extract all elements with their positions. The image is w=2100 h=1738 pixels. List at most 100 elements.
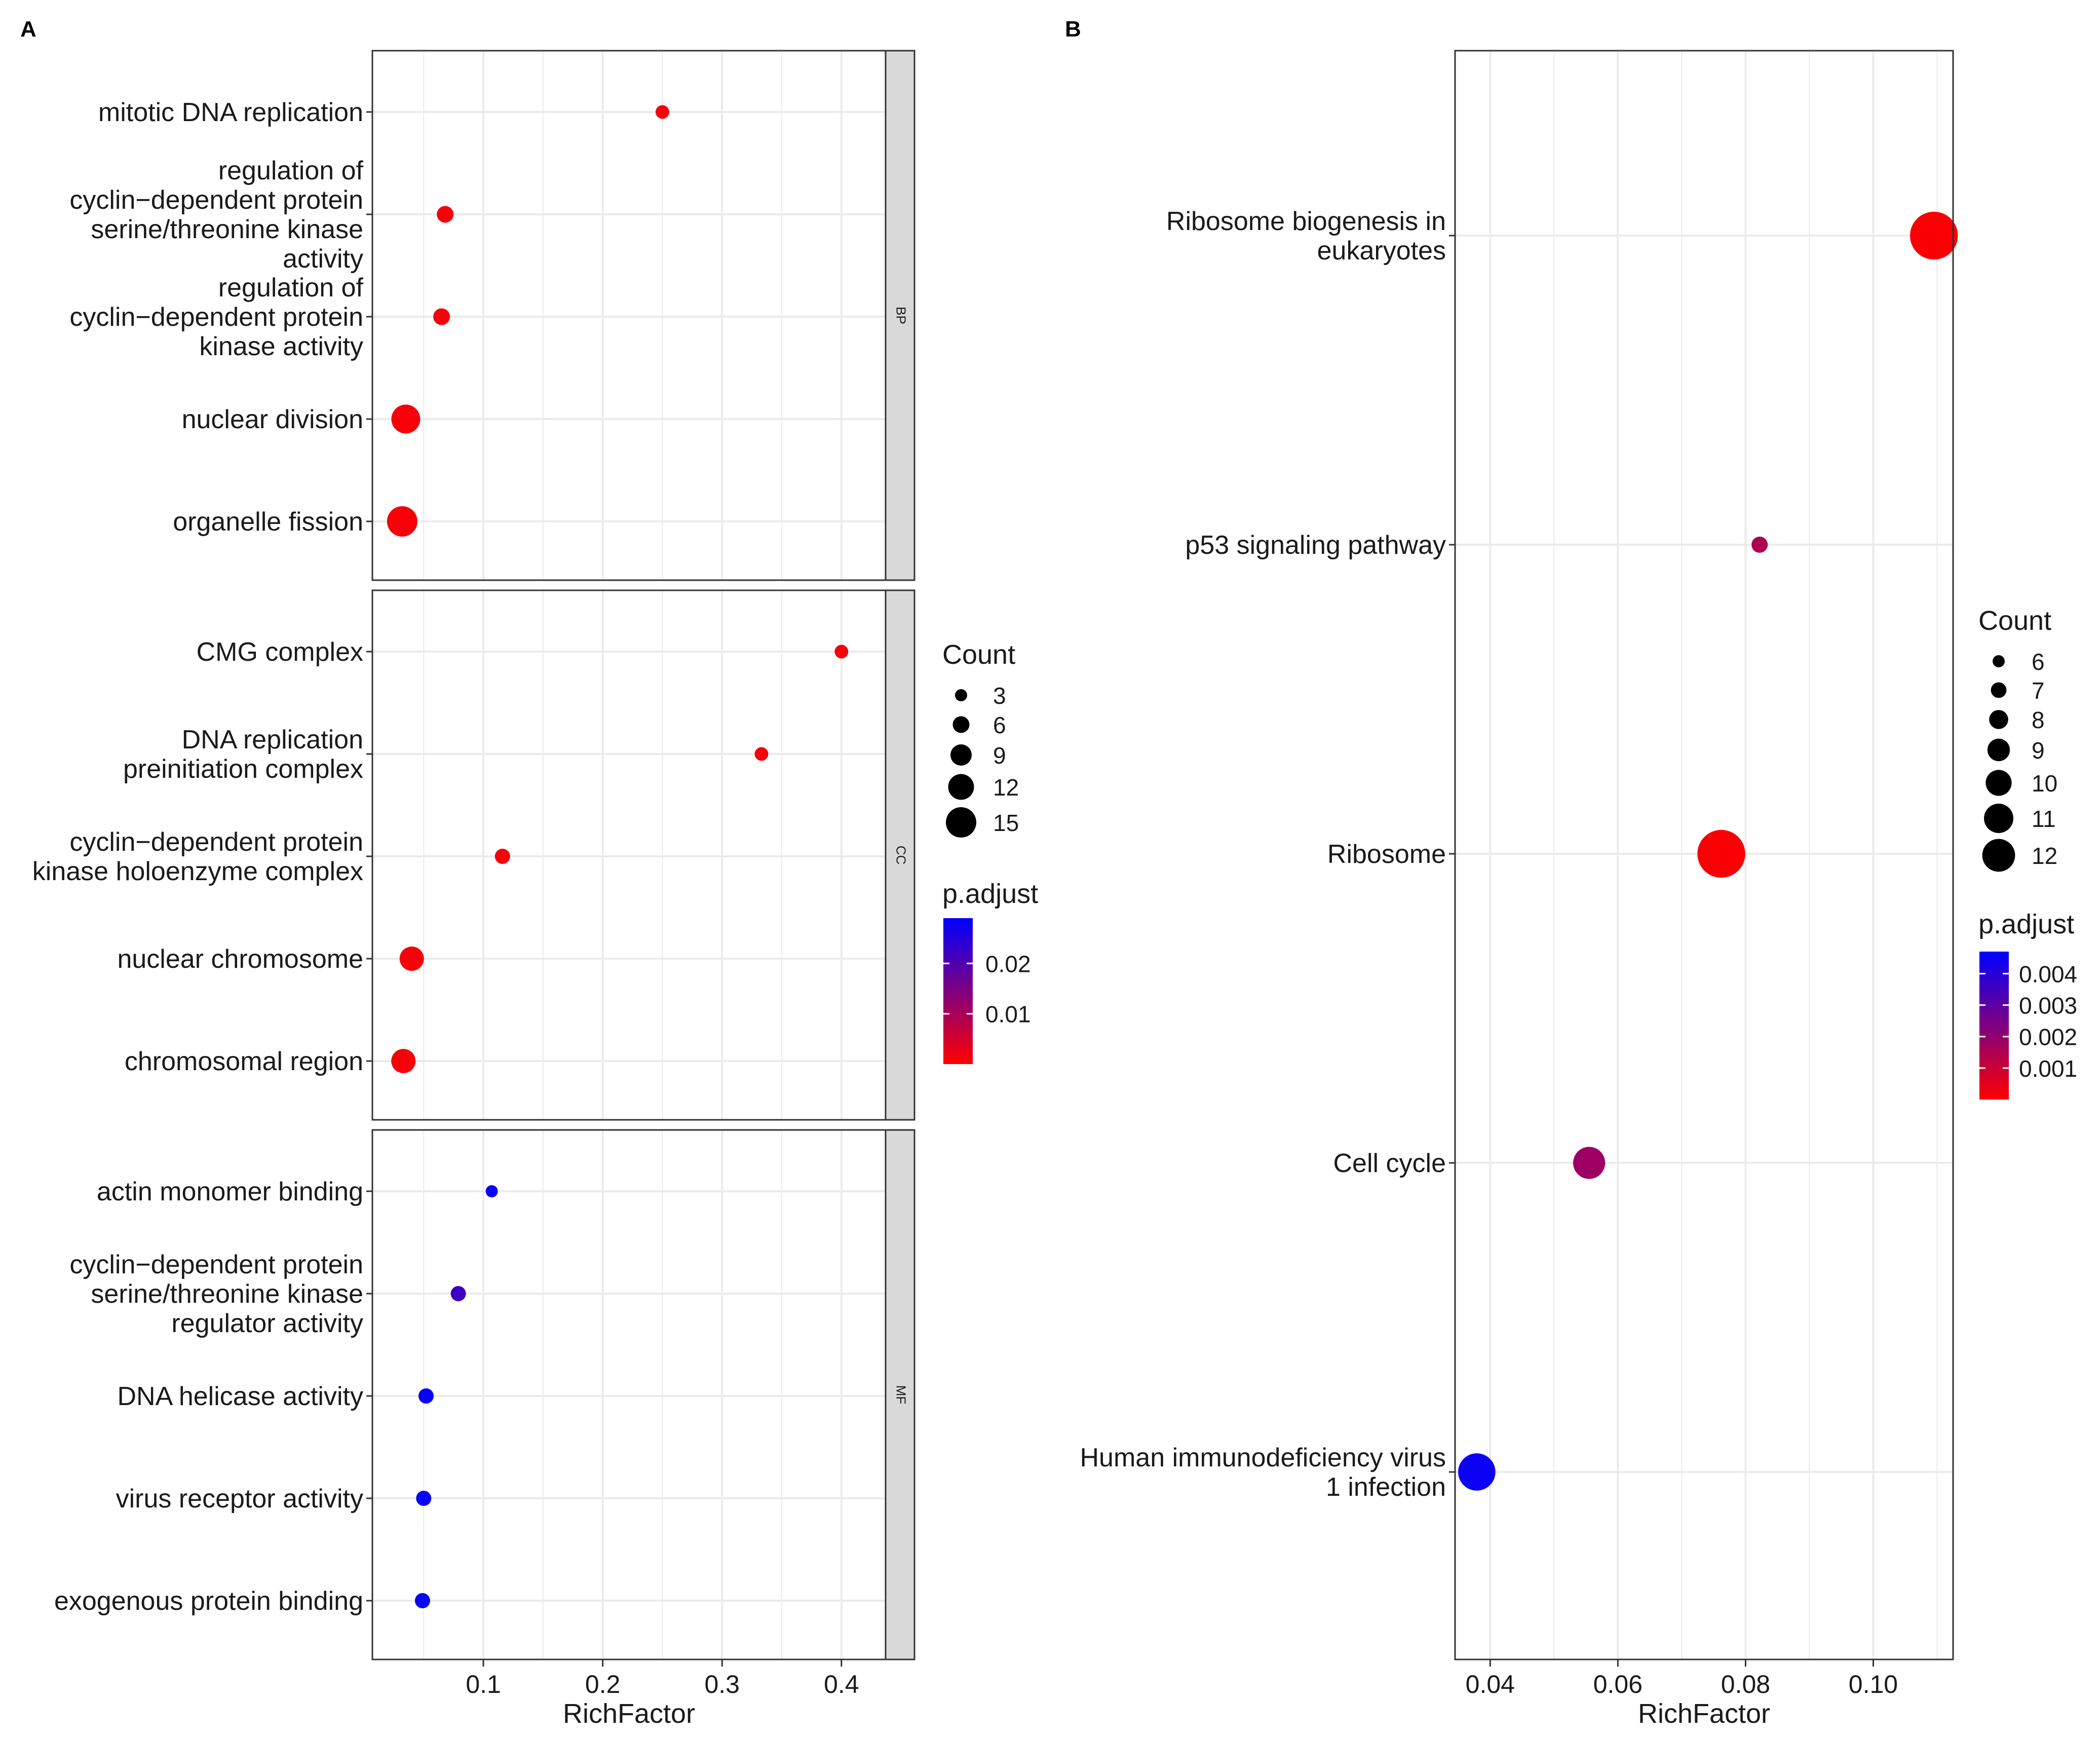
term-label: Ribosome	[1327, 840, 1446, 869]
legend-colorbar	[943, 918, 973, 1064]
facet-strip	[885, 1129, 915, 1660]
legend-color-label: 0.002	[2019, 1024, 2077, 1050]
term-label: DNA replication	[182, 725, 363, 754]
data-point	[416, 1491, 432, 1506]
term-label: virus receptor activity	[116, 1484, 363, 1514]
term-label: Cell cycle	[1333, 1149, 1446, 1178]
legend-color-title: p.adjust	[942, 879, 1038, 909]
term-label: cyclin−dependent protein	[69, 303, 363, 332]
x-axis-title: RichFactor	[1638, 1698, 1770, 1729]
legend-color-label: 0.01	[985, 1001, 1031, 1028]
legend-count-key	[1984, 804, 2013, 833]
legend-count-key	[1993, 655, 2005, 667]
term-label: regulation of	[218, 273, 364, 303]
facet-strip-label: BP	[894, 307, 909, 324]
data-point	[437, 206, 454, 223]
term-label: kinase holoenzyme complex	[32, 857, 363, 886]
term-label: nuclear division	[182, 405, 363, 434]
term-label: 1 infection	[1326, 1472, 1446, 1502]
data-point	[418, 1388, 434, 1404]
legend-count-key	[1986, 770, 2012, 796]
panel-a-facet-mf: actin monomer binding cyclin−dependent pr…	[54, 1129, 915, 1660]
x-tick-label: 0.06	[1593, 1670, 1643, 1698]
term-label: activity	[283, 244, 363, 274]
data-point	[414, 1593, 430, 1608]
facet-strip-label: CC	[894, 846, 909, 865]
legend-count-label: 7	[2032, 677, 2045, 704]
term-label: serine/threonine kinase	[91, 1279, 363, 1309]
data-point	[1458, 1453, 1496, 1491]
x-tick-label: 0.3	[704, 1670, 740, 1698]
term-label: preinitiation complex	[123, 754, 363, 784]
term-label: chromosomal region	[125, 1047, 363, 1076]
data-point	[494, 849, 510, 864]
panel-a-label: A	[20, 17, 36, 42]
term-label: mitotic DNA replication	[98, 98, 363, 127]
legend-count-key	[1991, 682, 2007, 698]
data-point	[655, 105, 669, 119]
legend-color-title: p.adjust	[1978, 909, 2074, 939]
legend-count-key	[1989, 710, 2008, 729]
data-point	[1751, 537, 1768, 553]
term-label: serine/threonine kinase	[91, 215, 363, 244]
x-axis-title: RichFactor	[563, 1698, 695, 1729]
term-label: Human immunodeficiency virus	[1080, 1443, 1446, 1472]
legend-count-label: 12	[2032, 843, 2057, 869]
legend-count-key	[946, 807, 976, 838]
data-point	[450, 1286, 466, 1301]
x-tick-label: 0.1	[466, 1670, 501, 1698]
term-label: Ribosome biogenesis in	[1166, 207, 1446, 236]
facet-border	[371, 589, 887, 1121]
term-label: CMG complex	[197, 637, 363, 667]
x-tick-label: 0.04	[1466, 1670, 1515, 1698]
term-label: kinase activity	[199, 332, 363, 361]
panel-a-facet-cc: CMG complex DNA replicationpreinitiation …	[32, 589, 915, 1121]
term-label: actin monomer binding	[97, 1177, 363, 1206]
data-point	[1573, 1147, 1606, 1179]
legend-count-label: 9	[993, 742, 1006, 769]
facet-strip	[885, 589, 915, 1121]
legend-count-key	[1982, 839, 2015, 872]
data-point	[391, 1049, 416, 1073]
term-label: exogenous protein binding	[54, 1586, 363, 1616]
legend-count-label: 11	[2032, 806, 2056, 832]
term-label: eukaryotes	[1317, 236, 1446, 266]
legend-count-key	[948, 774, 974, 800]
x-tick-label: 0.4	[824, 1670, 859, 1698]
term-label: p53 signaling pathway	[1185, 531, 1446, 560]
data-point	[391, 404, 421, 434]
legend-count-label: 6	[993, 712, 1006, 738]
legend-color-label: 0.003	[2019, 993, 2077, 1019]
x-tick-label: 0.08	[1721, 1670, 1770, 1698]
data-point	[754, 747, 769, 761]
legend-count-label: 8	[2032, 707, 2045, 733]
legend-count-label: 10	[2032, 770, 2057, 797]
term-label: cyclin−dependent protein	[69, 827, 363, 857]
legend-colorbar	[1979, 952, 2009, 1100]
x-tick-label: 0.10	[1849, 1670, 1898, 1698]
data-point	[485, 1185, 498, 1197]
legend-count-key	[955, 689, 967, 701]
data-point	[399, 947, 424, 971]
term-label: regulator activity	[171, 1309, 363, 1338]
term-label: cyclin−dependent protein	[69, 1250, 363, 1279]
legend-count-key	[950, 744, 972, 766]
legend-color-label: 0.02	[985, 951, 1031, 977]
term-label: DNA helicase activity	[117, 1382, 363, 1411]
legend-count-key	[952, 716, 970, 733]
legend-count-label: 6	[2032, 649, 2045, 675]
term-label: regulation of	[218, 156, 364, 185]
legend-color-label: 0.004	[2019, 961, 2077, 987]
data-point	[1910, 211, 1958, 260]
legend-count-key	[1987, 738, 2010, 762]
legend-count-label: 9	[2032, 737, 2045, 764]
panel-b-label: B	[1065, 17, 1081, 42]
legend-count-label: 3	[993, 683, 1006, 709]
data-point	[387, 506, 417, 537]
x-tick-label: 0.2	[585, 1670, 621, 1698]
legend-color-label: 0.001	[2019, 1055, 2077, 1082]
data-point	[834, 645, 849, 659]
